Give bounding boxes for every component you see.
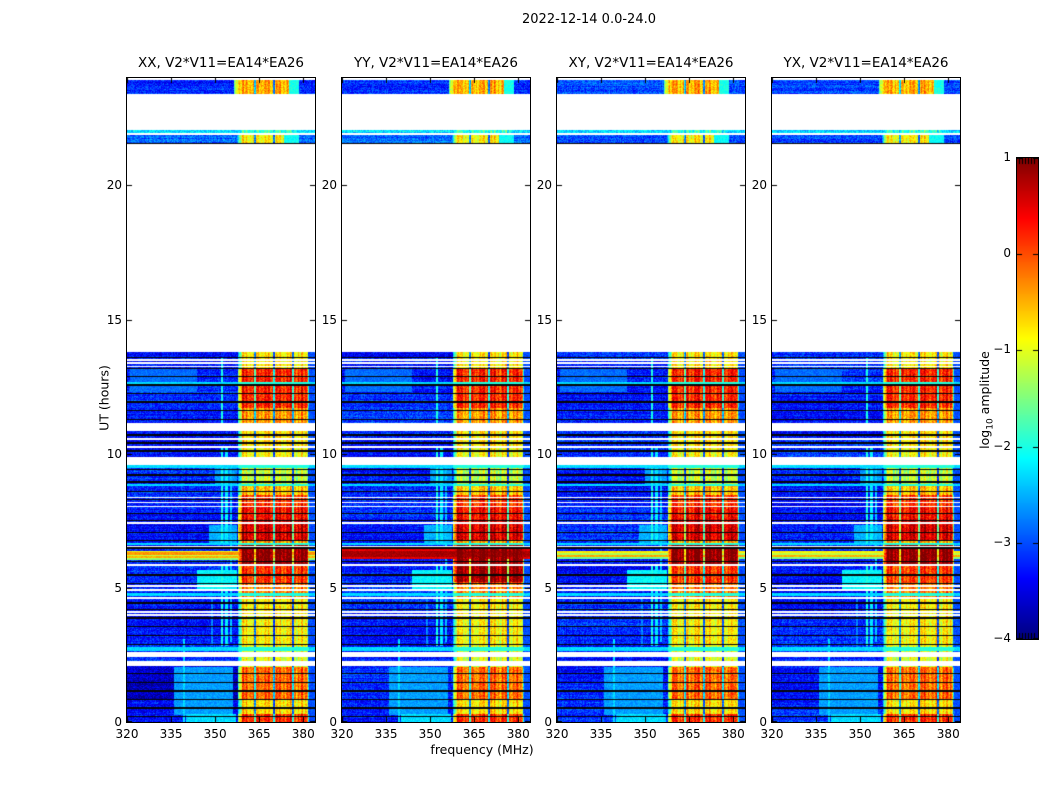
x-tick-label: 380 bbox=[721, 727, 745, 741]
spectrogram-panel-YY bbox=[341, 77, 531, 723]
x-tick-label: 350 bbox=[203, 727, 227, 741]
colorbar-tick-label: −2 bbox=[993, 438, 1011, 453]
y-tick-label: 15 bbox=[536, 312, 552, 327]
colorbar-frame bbox=[1016, 157, 1039, 640]
y-tick-label: 20 bbox=[106, 178, 122, 193]
x-axis-label: frequency (MHz) bbox=[430, 742, 534, 757]
colorbar-tick-label: 1 bbox=[1003, 150, 1011, 164]
spectrogram-panel-XX bbox=[126, 77, 316, 723]
panel-title: YY, V2*V11=EA14*EA26 bbox=[353, 55, 518, 71]
x-tick-label: 335 bbox=[159, 727, 183, 741]
x-tick-label: 365 bbox=[677, 727, 701, 741]
y-tick-label: 10 bbox=[536, 446, 552, 461]
x-tick-label: 350 bbox=[848, 727, 872, 741]
x-tick-label: 335 bbox=[589, 727, 613, 741]
y-tick-label: 15 bbox=[751, 312, 767, 327]
panel-title: XY, V2*V11=EA14*EA26 bbox=[568, 55, 734, 71]
y-tick-label: 5 bbox=[114, 580, 122, 595]
x-tick-label: 335 bbox=[374, 727, 398, 741]
x-tick-label: 320 bbox=[760, 727, 784, 741]
x-tick-label: 365 bbox=[247, 727, 271, 741]
figure-title: 2022-12-14 0.0-24.0 bbox=[522, 12, 656, 27]
panel-title: XX, V2*V11=EA14*EA26 bbox=[137, 55, 304, 71]
x-tick-label: 365 bbox=[462, 727, 486, 741]
y-tick-label: 15 bbox=[106, 312, 122, 327]
spectrogram-canvas-YX bbox=[772, 78, 960, 722]
x-tick-label: 335 bbox=[804, 727, 828, 741]
x-tick-label: 320 bbox=[330, 727, 354, 741]
y-tick-label: 0 bbox=[544, 715, 552, 729]
colorbar-tick-label: 0 bbox=[1003, 246, 1011, 261]
colorbar-label-subscript: 10 bbox=[985, 418, 996, 430]
colorbar-tick-label: −3 bbox=[993, 534, 1011, 549]
x-tick-label: 350 bbox=[633, 727, 657, 741]
spectrogram-canvas-YY bbox=[342, 78, 530, 722]
y-tick-label: 10 bbox=[321, 446, 337, 461]
x-tick-label: 380 bbox=[291, 727, 315, 741]
colorbar-tick-label: −4 bbox=[993, 631, 1011, 645]
x-tick-label: 320 bbox=[545, 727, 569, 741]
spectrogram-canvas-XY bbox=[557, 78, 745, 722]
y-tick-label: 0 bbox=[114, 715, 122, 729]
spectrogram-panel-XY bbox=[556, 77, 746, 723]
spectrogram-panel-YX bbox=[771, 77, 961, 723]
y-axis-label: UT (hours) bbox=[96, 365, 112, 431]
y-tick-label: 0 bbox=[329, 715, 337, 729]
y-tick-label: 5 bbox=[759, 580, 767, 595]
colorbar-label: log10 amplitude bbox=[977, 351, 996, 449]
x-tick-label: 350 bbox=[418, 727, 442, 741]
y-tick-label: 5 bbox=[329, 580, 337, 595]
y-tick-label: 0 bbox=[759, 715, 767, 729]
x-tick-label: 365 bbox=[892, 727, 916, 741]
spectrogram-canvas-XX bbox=[127, 78, 315, 722]
y-tick-label: 20 bbox=[321, 178, 337, 193]
colorbar-label-prefix: log bbox=[976, 429, 992, 449]
y-tick-label: 5 bbox=[544, 580, 552, 595]
y-tick-label: 20 bbox=[751, 178, 767, 193]
y-tick-label: 20 bbox=[536, 178, 552, 193]
x-tick-label: 380 bbox=[936, 727, 960, 741]
y-tick-label: 10 bbox=[751, 446, 767, 461]
x-tick-label: 320 bbox=[115, 727, 139, 741]
colorbar-gradient bbox=[1017, 158, 1038, 639]
y-tick-label: 15 bbox=[321, 312, 337, 327]
colorbar-tick-label: −1 bbox=[993, 342, 1011, 357]
x-tick-label: 380 bbox=[506, 727, 530, 741]
y-tick-label: 10 bbox=[106, 446, 122, 461]
colorbar-label-suffix: amplitude bbox=[976, 351, 992, 419]
panel-title: YX, V2*V11=EA14*EA26 bbox=[783, 55, 949, 71]
